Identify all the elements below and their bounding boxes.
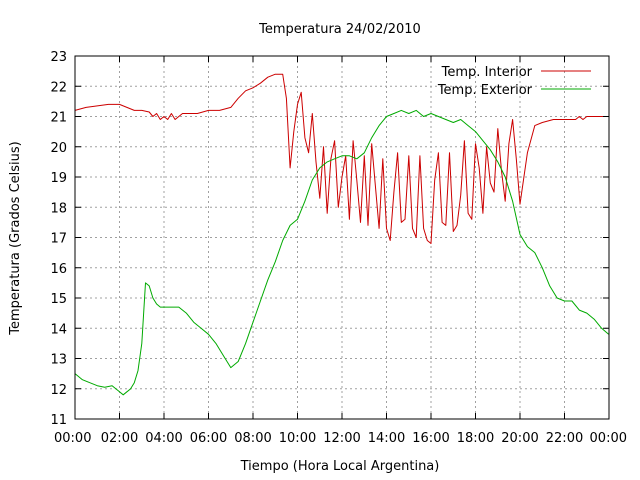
y-tick-label: 11	[50, 413, 67, 428]
y-tick-label: 13	[50, 353, 67, 368]
x-tick-label: 16:00	[412, 431, 449, 446]
y-tick-label: 20	[50, 141, 67, 156]
axes-frame	[74, 55, 610, 420]
y-tick-label: 21	[50, 111, 67, 126]
series-line-interior	[74, 73, 609, 244]
series-line-exterior	[74, 109, 609, 396]
y-tick-label: 14	[50, 322, 67, 337]
y-tick-label: 19	[50, 171, 67, 186]
y-tick-label: 23	[50, 50, 67, 65]
legend-label: Temp. Exterior	[437, 83, 533, 98]
y-tick-label: 18	[50, 201, 67, 216]
x-tick-label: 20:00	[501, 431, 538, 446]
chart-title: Temperatura 24/02/2010	[258, 22, 421, 37]
legend: Temp. Interior Temp. Exterior	[437, 65, 591, 98]
x-tick-label: 12:00	[323, 431, 360, 446]
y-tick-label: 15	[50, 292, 67, 307]
x-tick-label: 14:00	[368, 431, 405, 446]
x-tick-label: 00:00	[54, 431, 91, 446]
legend-label: Temp. Interior	[441, 65, 533, 80]
plot-frame	[74, 55, 610, 420]
y-axis-label: Temperatura (Grados Celsius)	[8, 141, 23, 335]
x-tick-label: 06:00	[190, 431, 227, 446]
grid-lines	[75, 56, 609, 419]
y-tick-label: 22	[50, 80, 67, 95]
y-tick-label: 16	[50, 262, 67, 277]
x-tick-label: 10:00	[279, 431, 316, 446]
series-lines	[74, 73, 609, 396]
x-tick-label: 08:00	[234, 431, 271, 446]
x-tick-label: 04:00	[145, 431, 182, 446]
x-tick-label: 18:00	[457, 431, 494, 446]
y-tick-label: 12	[50, 383, 67, 398]
y-tick-label: 17	[50, 232, 67, 247]
x-tick-label: 02:00	[101, 431, 138, 446]
x-tick-label: 00:00	[590, 431, 627, 446]
x-axis-label: Tiempo (Hora Local Argentina)	[240, 459, 440, 474]
x-tick-label: 22:00	[546, 431, 583, 446]
tick-labels: 11 12 13 14 15 16 17 18 19 20 21 22 23 00:00 02:00 04:0…	[50, 50, 627, 446]
